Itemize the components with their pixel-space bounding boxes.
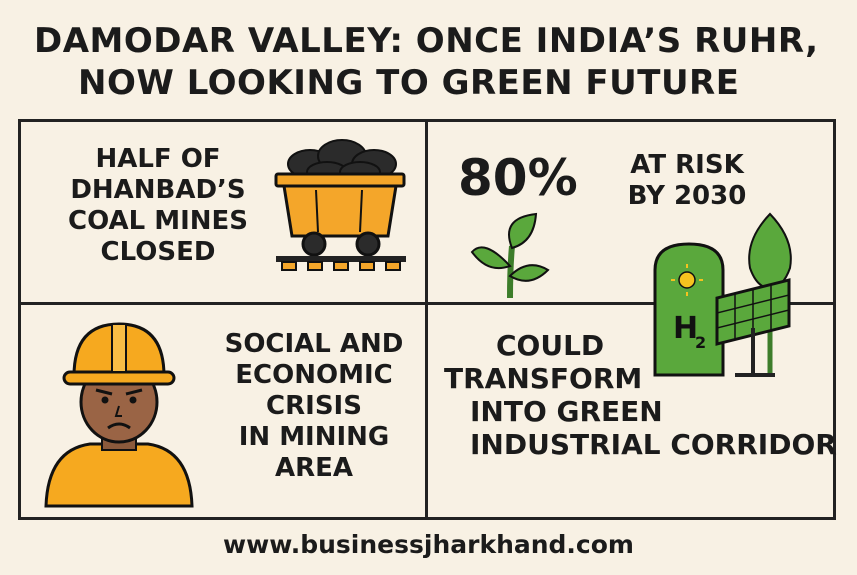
risk-stat: 80% [458, 149, 578, 207]
h2-label: H [673, 311, 698, 346]
crisis-line-4: IN MINING [238, 422, 390, 452]
transform-line-1: COULD [496, 329, 605, 362]
title-line-2: NOW LOOKING TO GREEN FUTURE [78, 63, 740, 103]
crisis-line-2: ECONOMIC [235, 360, 393, 390]
mines-line-3: COAL MINES [67, 206, 249, 236]
mines-line-2: DHANBAD’S [70, 175, 246, 205]
mines-line-1: HALF OF [95, 144, 221, 174]
transform-line-3: INTO GREEN [470, 395, 663, 428]
grid-divider-vertical [425, 119, 428, 520]
transform-line-4: INDUSTRIAL CORRIDOR [470, 428, 837, 461]
grid-divider-horizontal [18, 302, 836, 305]
miner-icon [44, 322, 194, 508]
crisis-text: SOCIAL AND ECONOMIC CRISIS IN MINING ARE… [206, 329, 422, 484]
sprout-icon [470, 212, 550, 299]
transform-line-2: TRANSFORM [444, 362, 643, 395]
transform-text: COULD TRANSFORM INTO GREEN INDUSTRIAL CO… [444, 329, 837, 461]
title-line-1: DAMODAR VALLEY: ONCE INDIA’S RUHR, [34, 21, 819, 61]
h2-subscript: 2 [695, 333, 706, 352]
crisis-line-1: SOCIAL AND [224, 329, 404, 359]
mines-text: HALF OF DHANBAD’S COAL MINES CLOSED [58, 144, 258, 268]
crisis-line-5: AREA [274, 453, 354, 483]
crisis-line-3: CRISIS [266, 391, 362, 421]
hydrogen-solar-icon: H 2 [653, 212, 792, 377]
footer-url: www.businessjharkhand.com [223, 530, 634, 559]
coal-cart-icon [274, 139, 406, 271]
mines-line-4: CLOSED [100, 237, 216, 267]
risk-text: AT RISK BY 2030 [612, 150, 762, 212]
risk-line-2: BY 2030 [627, 181, 747, 211]
risk-line-1: AT RISK [630, 150, 744, 180]
